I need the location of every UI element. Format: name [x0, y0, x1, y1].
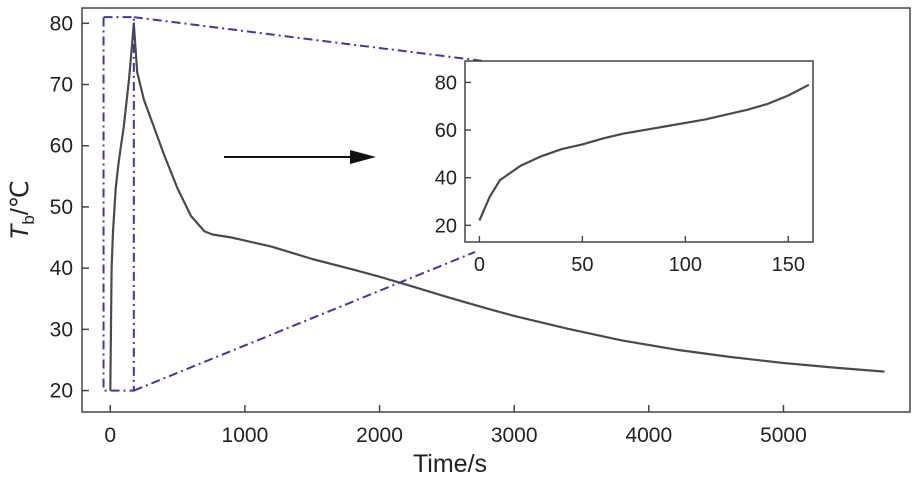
inset-y-tick-label-40: 40 [435, 168, 457, 190]
inset-plot-frame [464, 60, 814, 243]
zoom-guide-bottom [133, 251, 476, 392]
main-series-line [109, 22, 885, 391]
inset-series-line [478, 83, 810, 222]
zoom-arrow [224, 150, 376, 164]
x-tick-label-0: 0 [104, 424, 116, 447]
inset-ticks [465, 81, 789, 242]
x-tick-label-1000: 1000 [222, 424, 269, 447]
x-tick-label-4000: 4000 [625, 424, 672, 447]
y-tick-label-40: 40 [50, 257, 73, 280]
inset-x-tick-label-100: 100 [669, 254, 702, 276]
inset-y-tick-label-20: 20 [435, 215, 457, 237]
main-ticks [82, 22, 785, 412]
inset-x-tick-label-150: 150 [772, 254, 805, 276]
x-tick-label-2000: 2000 [356, 424, 403, 447]
inset-tick-labels: 0 50 100 150 20 40 60 80 [435, 72, 805, 276]
y-tick-label-80: 80 [50, 12, 73, 35]
zoom-guides [102, 16, 484, 392]
arrow-head [350, 150, 376, 164]
zoom-guide-top [133, 16, 484, 62]
inset-y-tick-label-60: 60 [435, 120, 457, 142]
y-axis-title: Tb/℃ [6, 180, 38, 240]
y-tick-label-70: 70 [50, 74, 73, 97]
x-tick-label-3000: 3000 [491, 424, 538, 447]
inset-x-tick-label-0: 0 [474, 254, 485, 276]
y-axis-title-sub: b [19, 215, 38, 224]
y-tick-label-30: 30 [50, 318, 73, 341]
inset-x-tick-label-50: 50 [571, 254, 593, 276]
inset-y-tick-label-80: 80 [435, 72, 457, 94]
zoom-region-box [102, 16, 135, 392]
x-axis-title: Time/s [413, 450, 487, 478]
y-axis-title-main: T [6, 223, 34, 240]
y-tick-label-50: 50 [50, 196, 73, 219]
main-plot-frame [81, 7, 911, 413]
y-tick-label-60: 60 [50, 135, 73, 158]
y-tick-label-20: 20 [50, 380, 73, 403]
y-axis-title-unit: /℃ [6, 180, 34, 215]
x-tick-label-5000: 5000 [760, 424, 807, 447]
inset-plot: 0 50 100 150 20 40 60 80 [435, 60, 814, 276]
